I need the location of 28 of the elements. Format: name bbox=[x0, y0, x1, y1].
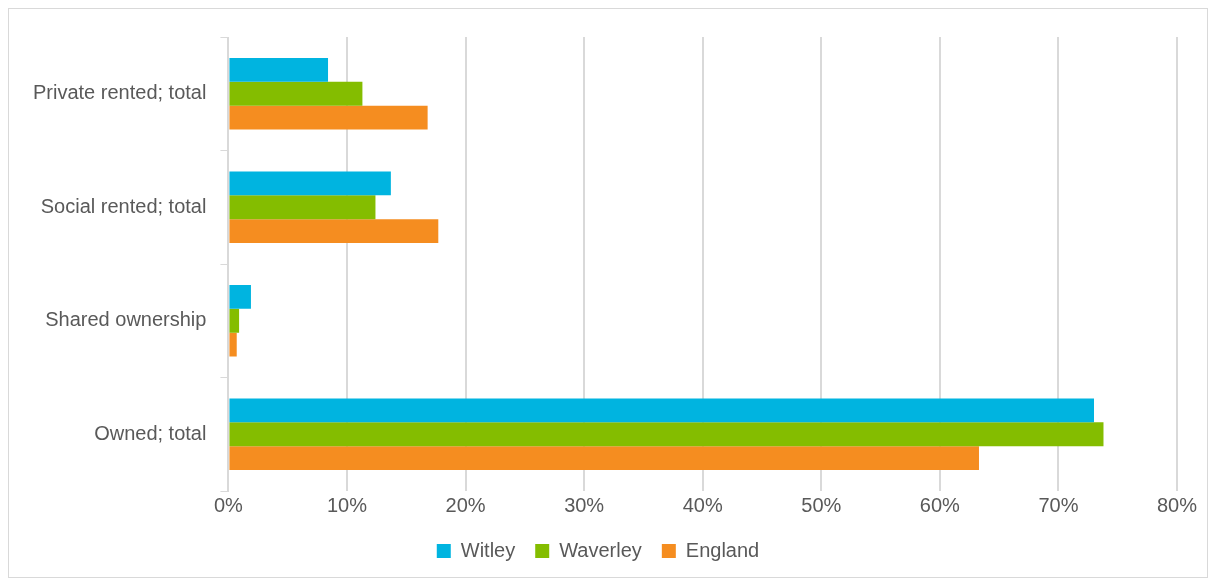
y-tick-label: Social rented; total bbox=[40, 194, 207, 217]
legend-label: England bbox=[685, 538, 760, 561]
legend-label: Witley bbox=[460, 538, 516, 561]
y-tick-label: Private rented; total bbox=[32, 81, 207, 104]
bar bbox=[229, 285, 251, 309]
x-tick-label: 0% bbox=[213, 493, 244, 516]
legend-label: Waverley bbox=[559, 538, 642, 561]
bar bbox=[229, 422, 1104, 447]
bar bbox=[229, 446, 979, 470]
y-tick-label: Owned; total bbox=[94, 421, 207, 444]
x-tick-label: 50% bbox=[801, 493, 842, 516]
x-tick-label: 60% bbox=[919, 493, 961, 516]
x-tick-label: 10% bbox=[326, 493, 368, 516]
bar bbox=[229, 58, 329, 82]
x-tick-label: 70% bbox=[1038, 493, 1079, 516]
x-tick-label: 80% bbox=[1156, 493, 1198, 516]
x-tick-label: 30% bbox=[564, 493, 605, 516]
x-tick-label: 40% bbox=[682, 493, 723, 516]
bar bbox=[229, 398, 1094, 423]
bar bbox=[229, 81, 363, 106]
bar bbox=[229, 308, 240, 333]
y-tick-label: Shared ownership bbox=[45, 308, 207, 331]
bar bbox=[229, 105, 428, 130]
x-tick-label: 20% bbox=[445, 493, 486, 516]
bar bbox=[229, 219, 439, 243]
bar bbox=[229, 332, 237, 357]
bar bbox=[229, 195, 376, 220]
bar bbox=[229, 171, 391, 196]
